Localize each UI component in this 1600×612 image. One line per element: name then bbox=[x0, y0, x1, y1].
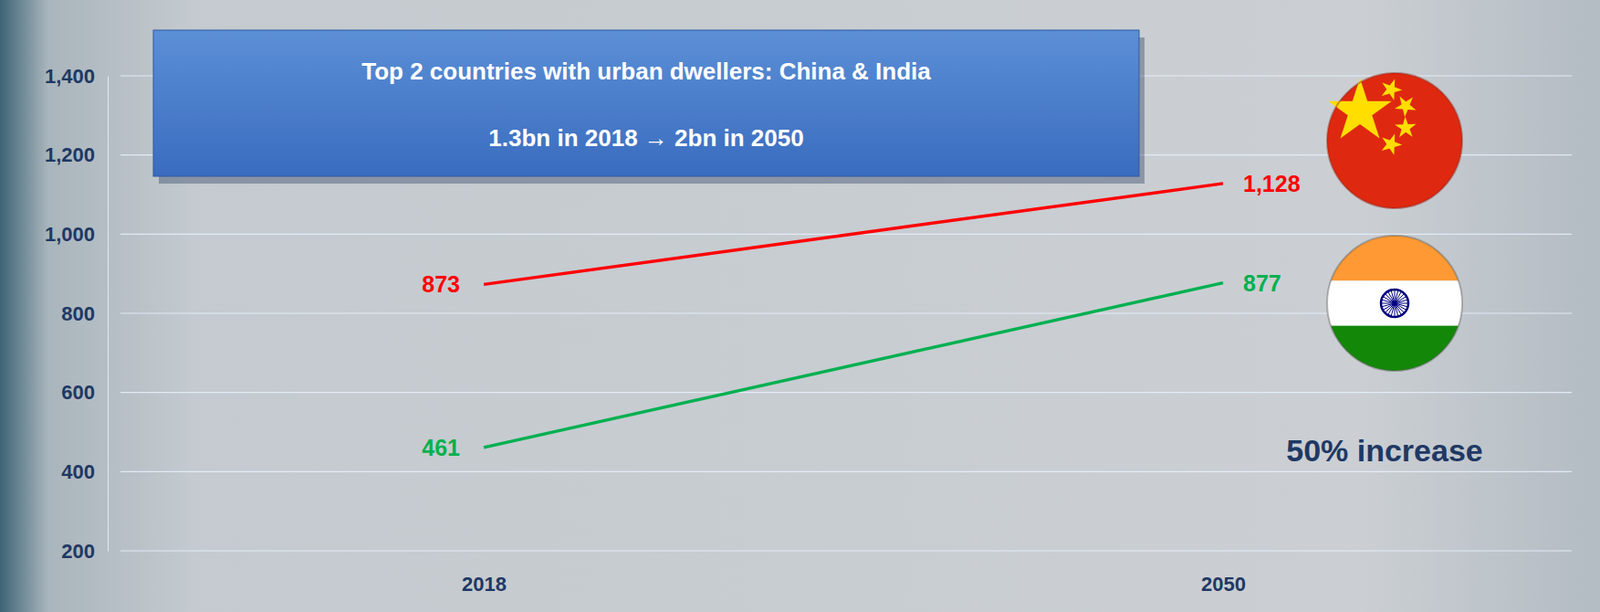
y-tick-label: 1,000 bbox=[44, 222, 95, 246]
flag-wheel bbox=[1380, 289, 1409, 317]
data-label: 1,128 bbox=[1243, 170, 1301, 197]
grid-line bbox=[120, 391, 1572, 393]
flag-spoke bbox=[1381, 299, 1409, 307]
x-axis-line bbox=[484, 550, 1224, 552]
series-line bbox=[483, 183, 1224, 285]
title: Top 2 countries with urban dwellers: Chi… bbox=[361, 57, 931, 85]
x-tick-label: 2050 bbox=[1201, 572, 1246, 596]
x-tick-label: 2018 bbox=[461, 572, 507, 596]
grid-line bbox=[120, 470, 1572, 472]
flag-band bbox=[1327, 280, 1463, 325]
y-tick-label: 200 bbox=[61, 539, 95, 563]
grid-line bbox=[120, 549, 1572, 551]
lines bbox=[483, 183, 1224, 448]
subtitle: 1.3bn in 2018 → 2bn in 2050 bbox=[488, 124, 804, 152]
flag-star bbox=[1393, 114, 1421, 142]
title-box-bg bbox=[153, 30, 1140, 177]
y-tick: 400 bbox=[61, 460, 108, 483]
data-label: 461 bbox=[421, 434, 461, 461]
chart: 200 400 600 800 1,000 1,200 1,400 2018 2050 873 1,… bbox=[0, 0, 1600, 612]
y-tick-label: 600 bbox=[61, 380, 95, 404]
y-tick: 800 bbox=[61, 302, 108, 325]
y-tick-label: 1,200 bbox=[44, 143, 95, 167]
y-tick: 1,000 bbox=[44, 222, 108, 246]
y-tick: 1,200 bbox=[44, 143, 108, 167]
flag-rim bbox=[1327, 235, 1463, 371]
series-line bbox=[483, 282, 1224, 448]
x-axis: 2018 2050 bbox=[461, 550, 1246, 596]
y-tick: 1,400 bbox=[44, 64, 108, 88]
x-tick: 2018 bbox=[461, 550, 507, 596]
data-labels: 873 1,128 461 877 bbox=[421, 170, 1300, 461]
y-axis: 200 400 600 800 1,000 1,200 1,400 bbox=[44, 64, 109, 563]
title-box: Top 2 countries with urban dwellers: Chi… bbox=[153, 30, 1145, 184]
china-flag bbox=[1327, 73, 1463, 209]
annotation: 50% increase bbox=[1286, 432, 1484, 468]
y-tick-label: 800 bbox=[61, 302, 95, 325]
flag-bands bbox=[1327, 235, 1463, 371]
flag-disc bbox=[1327, 73, 1463, 209]
x-tick: 2050 bbox=[1201, 550, 1246, 596]
flag-star bbox=[1378, 129, 1406, 157]
data-label: 873 bbox=[421, 271, 461, 297]
y-tick: 600 bbox=[61, 380, 108, 404]
india-flag bbox=[1327, 235, 1463, 371]
y-tick: 200 bbox=[61, 539, 108, 563]
flag-band bbox=[1327, 235, 1463, 281]
y-tick-label: 400 bbox=[61, 460, 95, 483]
y-tick-label: 1,400 bbox=[44, 64, 95, 88]
data-label: 877 bbox=[1243, 270, 1282, 296]
flag-rim bbox=[1327, 73, 1463, 209]
background bbox=[0, 0, 1600, 612]
y-axis-line bbox=[107, 76, 109, 552]
flag-star bbox=[1391, 90, 1422, 120]
flag-band bbox=[1327, 325, 1463, 371]
flag-star bbox=[1328, 77, 1392, 138]
